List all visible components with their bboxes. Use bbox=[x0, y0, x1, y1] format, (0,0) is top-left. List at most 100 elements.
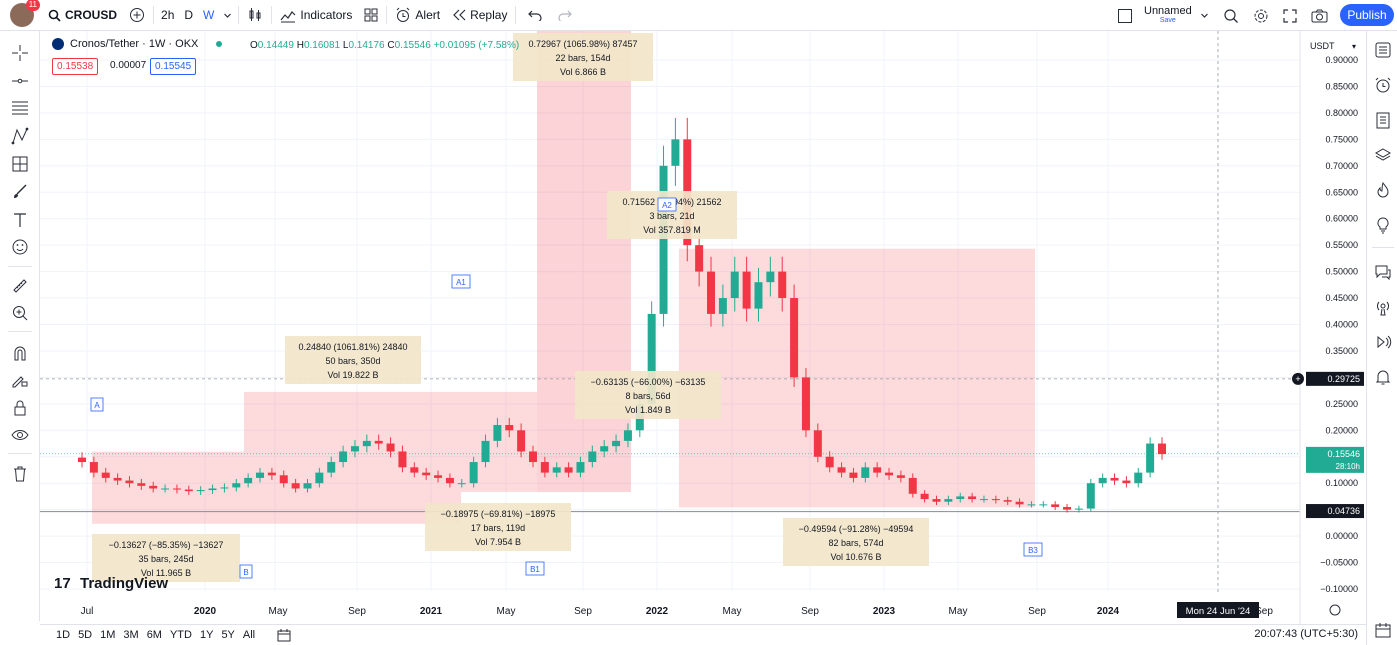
calendar-icon bbox=[1374, 621, 1392, 639]
alerts-button[interactable] bbox=[1372, 74, 1394, 96]
lock-drawings-tool[interactable] bbox=[8, 396, 32, 420]
date-range-calendar-icon[interactable] bbox=[277, 628, 291, 642]
chart-area[interactable]: −0.13627 (−85.35%) −13627 35 bars, 245d Vo… bbox=[40, 31, 1366, 624]
price-scale-currency[interactable]: USDT bbox=[1310, 41, 1335, 51]
candle-body bbox=[742, 271, 751, 309]
timeframe-dropdown[interactable] bbox=[219, 0, 236, 31]
range-ytd[interactable]: YTD bbox=[169, 629, 192, 641]
scale-settings-icon[interactable] bbox=[1329, 604, 1341, 616]
hide-drawings-tool[interactable] bbox=[8, 423, 32, 447]
divider bbox=[271, 6, 273, 24]
indicators-button[interactable]: Indicators bbox=[274, 0, 358, 31]
timeframe-2h[interactable]: 2h bbox=[161, 8, 175, 22]
object-tree-button[interactable] bbox=[1372, 109, 1394, 131]
text-t-icon bbox=[11, 211, 29, 229]
prediction-tool[interactable] bbox=[8, 152, 32, 176]
point-label-a1[interactable]: A1 bbox=[456, 278, 466, 287]
chevron-down-icon[interactable] bbox=[1200, 11, 1209, 20]
range-5d[interactable]: 5D bbox=[78, 629, 93, 641]
templates-button[interactable] bbox=[358, 0, 384, 31]
text-tool[interactable] bbox=[8, 208, 32, 232]
currency-chevron-icon[interactable]: ▾ bbox=[1352, 42, 1356, 51]
layout-square-icon[interactable] bbox=[1117, 8, 1133, 24]
range-3m[interactable]: 3M bbox=[123, 629, 139, 641]
crosshair-date-label: Mon 24 Jun '24 bbox=[1186, 606, 1251, 617]
point-label-b[interactable]: B bbox=[243, 568, 248, 577]
legend-title[interactable]: Cronos/Tether · 1W · OKX bbox=[70, 38, 199, 50]
fullscreen-icon[interactable] bbox=[1283, 8, 1297, 23]
streams-button[interactable] bbox=[1372, 296, 1394, 318]
chart-type-button[interactable] bbox=[241, 0, 269, 31]
symbol-search[interactable]: CROUSD bbox=[42, 0, 123, 31]
buy-price-button[interactable]: 0.15545 bbox=[150, 58, 197, 75]
point-label-a2[interactable]: A2 bbox=[662, 201, 672, 210]
range-1d[interactable]: 1D bbox=[56, 629, 71, 641]
price-tick: 0.45000 bbox=[1325, 293, 1358, 303]
candle-body bbox=[434, 475, 443, 478]
replay-button[interactable]: Replay bbox=[446, 0, 513, 31]
settings-gear-icon[interactable] bbox=[1253, 8, 1269, 24]
point-label-b3[interactable]: B3 bbox=[1028, 546, 1038, 555]
point-label-a[interactable]: A bbox=[94, 401, 100, 410]
layout-name-button[interactable]: Unnamed Save bbox=[1144, 5, 1192, 26]
divider bbox=[515, 6, 517, 24]
ideas-button[interactable] bbox=[1372, 214, 1394, 236]
crosshair-date-bg bbox=[1177, 602, 1259, 618]
point-label-box bbox=[657, 197, 677, 212]
plus-icon: + bbox=[1295, 374, 1300, 384]
price-tick: 0.40000 bbox=[1325, 320, 1358, 330]
timeframe-d[interactable]: D bbox=[184, 8, 194, 22]
user-avatar[interactable]: 11 bbox=[10, 0, 40, 27]
redo-button[interactable] bbox=[552, 0, 578, 31]
candle-body bbox=[707, 271, 716, 314]
layers-button[interactable] bbox=[1372, 144, 1394, 166]
clock-timezone[interactable]: 20:07:43 (UTC+5:30) bbox=[1254, 628, 1358, 640]
stay-in-drawing-tool[interactable] bbox=[8, 368, 32, 392]
measure-tool[interactable] bbox=[8, 274, 32, 298]
magnet-tool[interactable] bbox=[8, 341, 32, 365]
crosshair-tool[interactable] bbox=[8, 41, 32, 65]
undo-button[interactable] bbox=[518, 0, 552, 31]
alarm-clock-icon bbox=[395, 7, 411, 23]
alert-button[interactable]: Alert bbox=[389, 0, 446, 31]
range-5y[interactable]: 5Y bbox=[221, 629, 235, 641]
notifications-button[interactable] bbox=[1372, 366, 1394, 388]
publish-button[interactable]: Publish bbox=[1340, 4, 1394, 26]
calendar-button[interactable] bbox=[1372, 619, 1394, 641]
chat-bubbles-icon bbox=[1374, 263, 1392, 281]
price-chart[interactable]: −0.13627 (−85.35%) −13627 35 bars, 245d Vo… bbox=[40, 31, 1366, 624]
quick-search-icon[interactable] bbox=[1223, 8, 1239, 24]
candle-body bbox=[873, 467, 882, 473]
candle-body bbox=[552, 467, 561, 473]
candle-body bbox=[113, 477, 122, 481]
range-1m[interactable]: 1M bbox=[100, 629, 116, 641]
compare-button[interactable] bbox=[123, 0, 151, 31]
point-label-b1[interactable]: B1 bbox=[530, 565, 540, 574]
time-tick: May bbox=[497, 606, 516, 617]
fib-tool[interactable] bbox=[8, 96, 32, 120]
candle-body bbox=[944, 499, 953, 502]
trend-line-tool[interactable] bbox=[8, 69, 32, 93]
bottom-toolbar: 1D 5D 1M 3M 6M YTD 1Y 5Y All 20:07:43 (UTC+5:30) bbox=[40, 624, 1366, 645]
camera-icon[interactable] bbox=[1311, 9, 1328, 23]
last-price-label: 0.15546 bbox=[1327, 449, 1360, 459]
brush-tool[interactable] bbox=[8, 180, 32, 204]
range-all[interactable]: All bbox=[242, 629, 256, 641]
hotlists-button[interactable] bbox=[1372, 179, 1394, 201]
remove-drawings-tool[interactable] bbox=[8, 462, 32, 486]
range-6m[interactable]: 6M bbox=[146, 629, 162, 641]
candle-body bbox=[718, 298, 727, 314]
low-label: L bbox=[342, 40, 349, 51]
zoom-tool[interactable] bbox=[8, 301, 32, 325]
chats-button[interactable] bbox=[1372, 261, 1394, 283]
pattern-tool[interactable] bbox=[8, 124, 32, 148]
timeframe-w[interactable]: W bbox=[203, 8, 215, 22]
publishing-button[interactable] bbox=[1372, 331, 1394, 353]
emoji-tool[interactable] bbox=[8, 235, 32, 259]
crosshair-plus-icon[interactable] bbox=[1292, 372, 1304, 385]
watchlist-button[interactable] bbox=[1372, 39, 1394, 61]
range-1y[interactable]: 1Y bbox=[199, 629, 214, 641]
candle-body bbox=[885, 472, 894, 476]
sell-price-button[interactable]: 0.15538 bbox=[52, 58, 99, 75]
alert-label: Alert bbox=[415, 8, 441, 22]
